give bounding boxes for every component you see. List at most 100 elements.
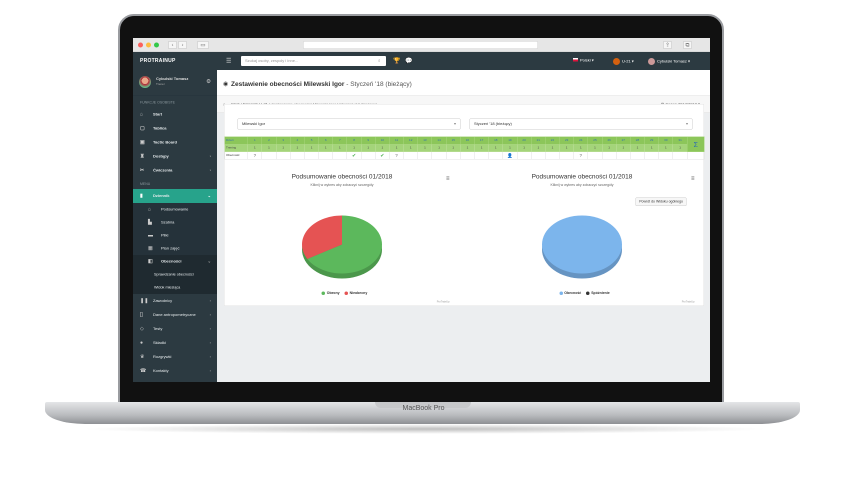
trophy-icon[interactable]: 🏆: [393, 57, 401, 64]
attendance-cell[interactable]: [290, 151, 305, 160]
pie-chart-attendance-detail[interactable]: Podsumowanie obecności 01/2018 Kliknij w…: [460, 170, 705, 304]
player-select[interactable]: Milewski Igor ▾: [237, 118, 461, 130]
sidebar-item-tablica[interactable]: ▢ Tablica: [133, 122, 217, 136]
attendance-cell[interactable]: [630, 151, 645, 160]
share-icon[interactable]: ⇪: [663, 41, 672, 49]
sidebar-item-obecnosci[interactable]: ◧ Obecności ⌄: [133, 255, 217, 268]
sidebar-item-kontakty[interactable]: ☎ Kontakty ›: [133, 364, 217, 378]
sidebar-toggle-icon[interactable]: ▭: [197, 41, 209, 49]
legend-item[interactable]: Spóźnienie: [581, 291, 610, 295]
legend-item[interactable]: Obecność: [554, 291, 581, 295]
attendance-cell[interactable]: [318, 151, 334, 160]
search-icon[interactable]: ⌕: [378, 58, 381, 63]
sidebar-item-dane-antropometryczne[interactable]: [] Dane antropometryczne ›: [133, 308, 217, 322]
attendance-cell[interactable]: [559, 151, 574, 160]
day-cell: 8: [346, 136, 362, 145]
sidebar-item-szatnia[interactable]: ▙ Szatnia: [133, 216, 217, 229]
trophy-icon: ♛: [140, 354, 145, 360]
attendance-cell[interactable]: [615, 151, 631, 160]
sidebar-item-tactic-board[interactable]: ▣ Tactic Board: [133, 136, 217, 150]
sidebar-item-podsumowanie[interactable]: ⌂ Podsumowanie: [133, 203, 217, 216]
sidebar-item-skladki[interactable]: ● Składki ›: [133, 336, 217, 350]
attendance-cell[interactable]: [403, 151, 419, 160]
legend-marker: [559, 291, 563, 295]
attendance-cell[interactable]: [460, 151, 475, 160]
attendance-cell[interactable]: [275, 151, 291, 160]
attendance-cell[interactable]: [261, 151, 277, 160]
test-icon: ◇: [140, 326, 144, 332]
attendance-cell[interactable]: [360, 151, 376, 160]
forward-icon[interactable]: ›: [178, 41, 187, 49]
legend-item[interactable]: Nieobecny: [340, 291, 367, 295]
attendance-cell[interactable]: [474, 151, 489, 160]
training-cell: 1: [658, 144, 674, 152]
sidebar-item-sprawdzanie-obecnosci[interactable]: Sprawdzanie obecności: [154, 272, 194, 277]
attendance-cell[interactable]: ✔: [375, 151, 390, 160]
sidebar-item-plan-zajec[interactable]: ▦ Plan zajęć: [133, 242, 217, 255]
attendance-cell[interactable]: [601, 151, 617, 160]
search-input[interactable]: Szukaj osoby, zespoły i inne...: [241, 56, 386, 66]
training-cell: 1: [318, 144, 334, 152]
back-circle-icon[interactable]: ◉: [223, 80, 229, 87]
sidebar-item-pliki[interactable]: ▬ Pliki: [133, 229, 217, 242]
pie-chart-attendance[interactable]: Podsumowanie obecności 01/2018 Kliknij w…: [225, 170, 460, 304]
sum-icon[interactable]: Σ: [687, 136, 705, 152]
attendance-cell[interactable]: ?: [573, 151, 589, 160]
exercise-icon: ✂: [140, 167, 145, 174]
chart-legend: Obecny Nieobecny: [225, 291, 460, 295]
chart-menu-icon[interactable]: ≡: [445, 174, 450, 182]
attendance-cell[interactable]: ?: [247, 151, 263, 160]
month-select[interactable]: Styczeń '18 (bieżący) ▾: [469, 118, 693, 130]
attendance-cell[interactable]: [431, 151, 447, 160]
pie-slice-nieobecny[interactable]: [302, 215, 342, 259]
attendance-cell[interactable]: ✔: [346, 151, 362, 160]
attendance-cell[interactable]: [644, 151, 659, 160]
minimize-window-button[interactable]: [146, 42, 151, 48]
training-cell: 1: [417, 144, 433, 152]
sidebar-item-cwiczenia[interactable]: ✂ Ćwiczenia ›: [133, 164, 217, 178]
attendance-cell[interactable]: [545, 151, 560, 160]
attendance-cell[interactable]: [530, 151, 546, 160]
chart-menu-icon[interactable]: ≡: [690, 174, 695, 182]
tabs-icon[interactable]: ⧉: [683, 41, 692, 49]
pie-slice-obecny[interactable]: [307, 215, 382, 274]
attendance-cell[interactable]: [672, 151, 688, 160]
attendance-cell[interactable]: [417, 151, 433, 160]
language-select[interactable]: Polski ▾: [573, 58, 594, 63]
attendance-cell[interactable]: [488, 151, 504, 160]
page-title: Zestawienie obecności Milewski Igor - St…: [231, 80, 412, 88]
address-bar[interactable]: [303, 41, 538, 49]
chat-icon[interactable]: 💬: [405, 57, 413, 64]
section-label: FUNKCJE OSOBISTE: [140, 101, 176, 105]
sidebar-item-start[interactable]: ⌂ Start: [133, 108, 217, 122]
attendance-cell[interactable]: [304, 151, 319, 160]
legend-item[interactable]: Obecny: [317, 291, 340, 295]
attendance-cell[interactable]: [445, 151, 461, 160]
pie-slice-obecność[interactable]: [542, 215, 622, 274]
sidebar-item-dostepy[interactable]: ♜ Dostępy ›: [133, 150, 217, 164]
browser-chrome: ‹ › ▭ ⇪ ⧉: [133, 38, 710, 52]
sidebar-item-widok-miesiaca[interactable]: Widok miesiąca: [154, 285, 181, 290]
sidebar-item-rozgrywki[interactable]: ♛ Rozgrywki ›: [133, 350, 217, 364]
back-icon[interactable]: ‹: [168, 41, 177, 49]
attendance-cell[interactable]: 👤: [502, 151, 518, 160]
team-select[interactable]: U-21 ▾: [613, 58, 634, 65]
maximize-window-button[interactable]: [154, 42, 159, 48]
legend-marker: [344, 291, 349, 295]
laptop-notch: [375, 402, 471, 408]
attendance-cell[interactable]: [658, 151, 674, 160]
attendance-cell[interactable]: [516, 151, 532, 160]
user-menu[interactable]: Cybulski Tomasz ▾: [648, 58, 690, 65]
back-to-overview-button[interactable]: Powrót do Widoku ogólnego: [635, 197, 687, 206]
sidebar-item-dziennik[interactable]: ▮ Dziennik ⌄: [133, 189, 217, 203]
attendance-cell[interactable]: [587, 151, 603, 160]
attendance-cell[interactable]: ?: [389, 151, 404, 160]
menu-icon[interactable]: ☰: [226, 57, 232, 64]
team-crest-icon: [613, 58, 620, 65]
sidebar-item-testy[interactable]: ◇ Testy ›: [133, 322, 217, 336]
close-window-button[interactable]: [138, 42, 143, 48]
attendance-cell[interactable]: [332, 151, 348, 160]
training-cell: 1: [460, 144, 475, 152]
settings-icon[interactable]: ⚙: [206, 78, 211, 85]
sidebar-item-zawodnicy[interactable]: ❚❚ Zawodnicy ›: [133, 294, 217, 308]
